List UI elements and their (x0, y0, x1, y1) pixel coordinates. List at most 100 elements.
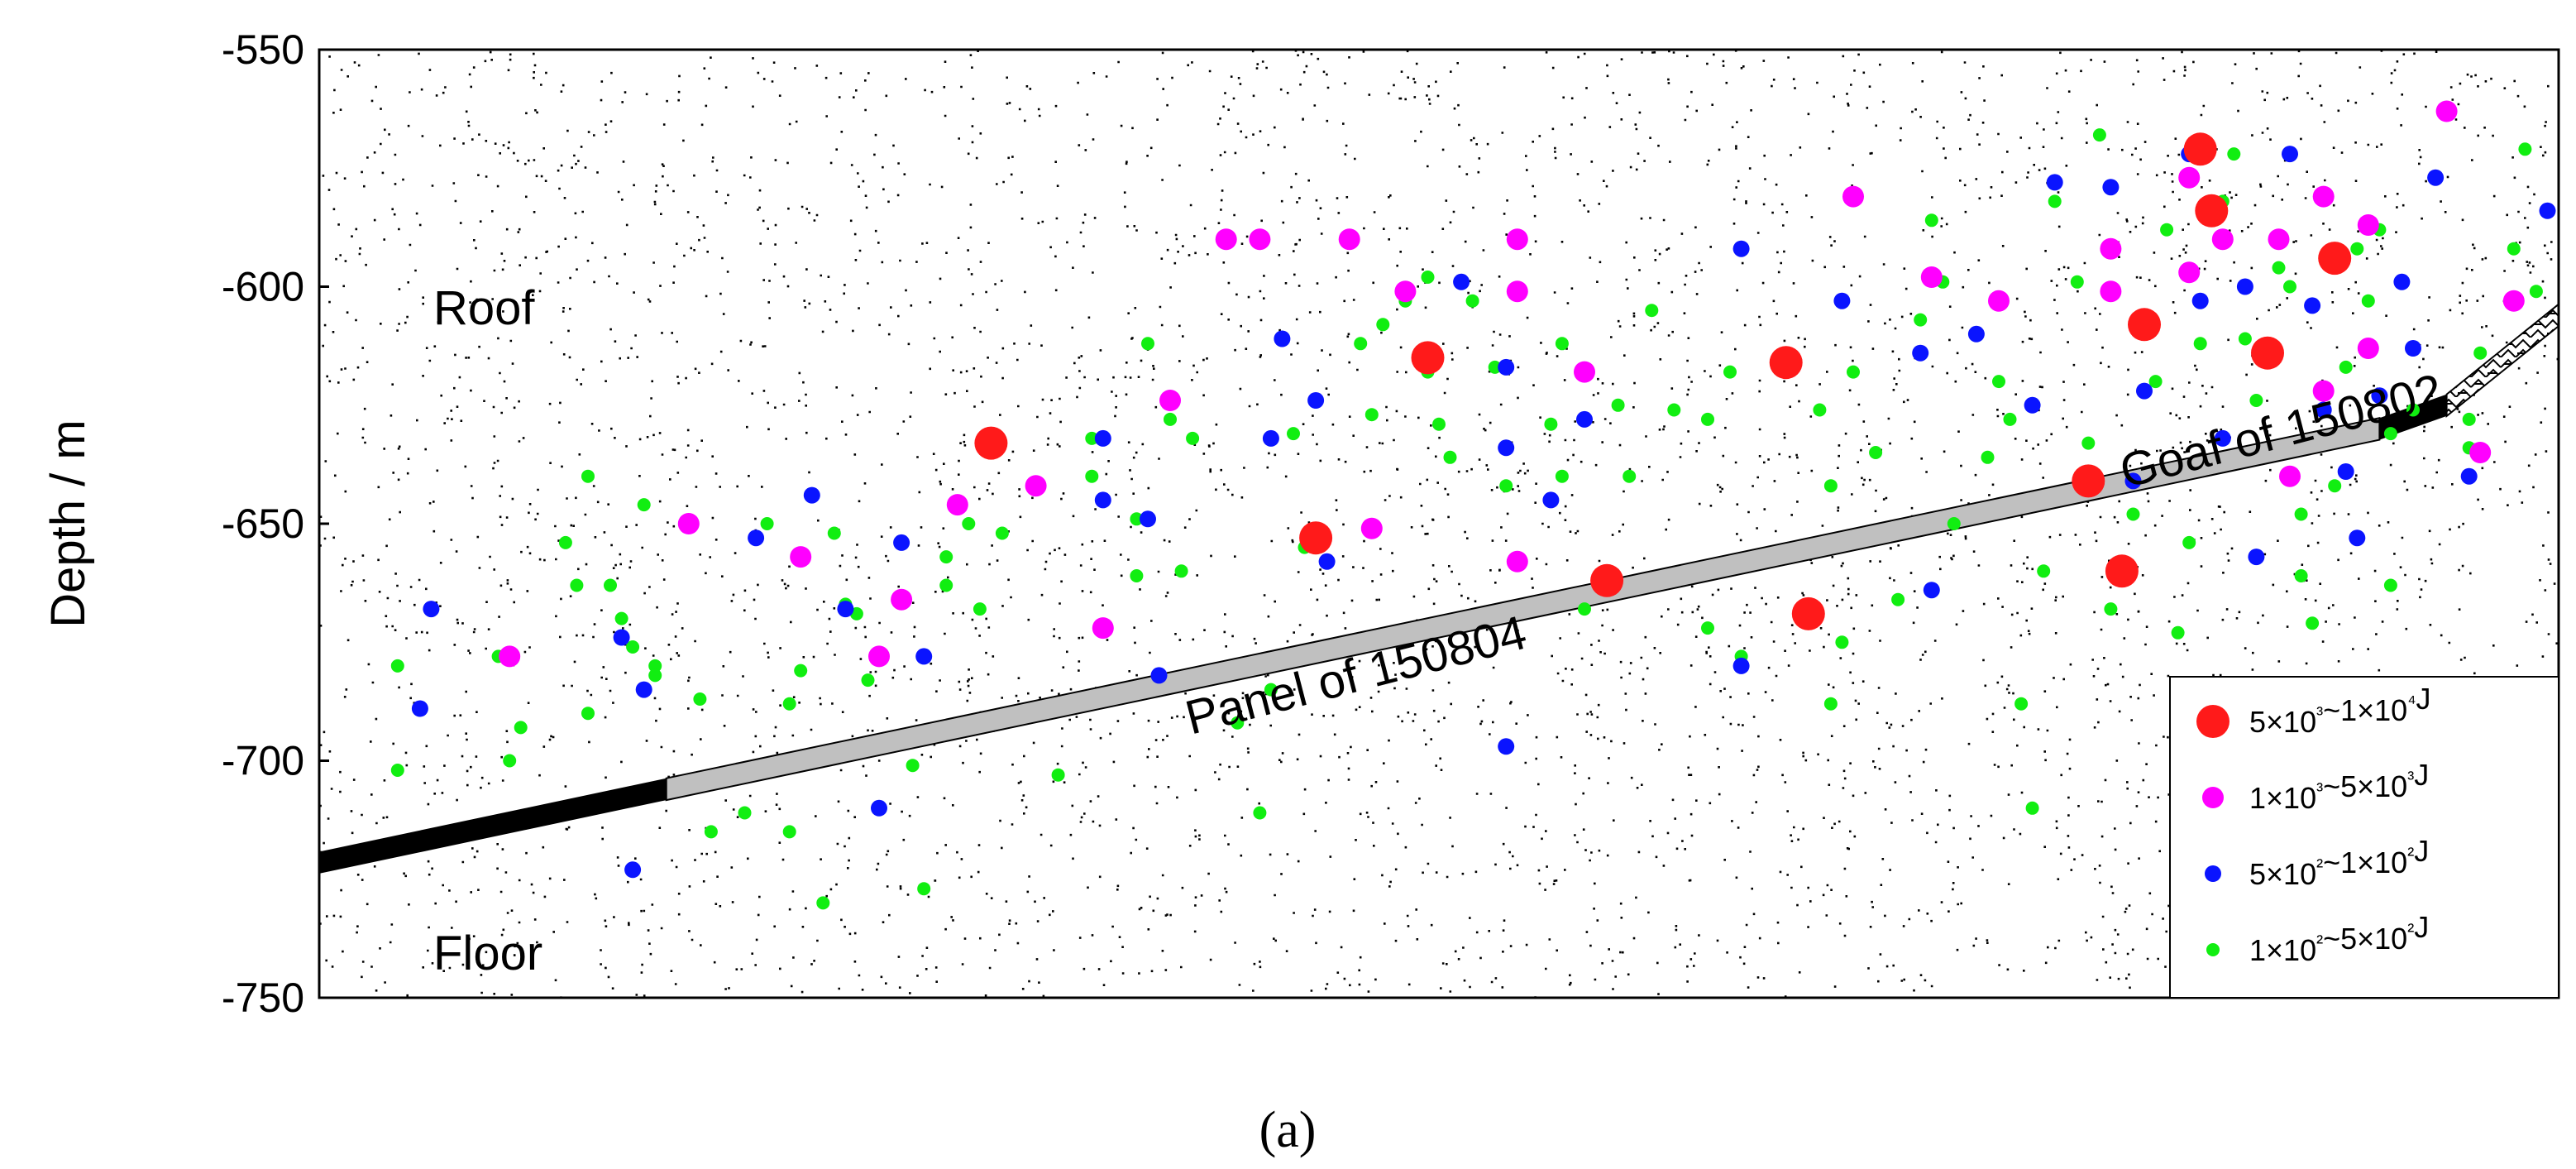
data-point (1912, 344, 1929, 362)
data-point (1576, 410, 1593, 428)
seam-roadway-right (2379, 394, 2447, 440)
legend-marker (2196, 705, 2230, 738)
legend-label: 5×10²~1×10²J (2249, 834, 2429, 891)
data-point (390, 659, 404, 673)
data-point (2003, 412, 2017, 426)
data-point (939, 578, 953, 592)
y-tick-label: -600 (222, 264, 304, 310)
data-point (2337, 463, 2354, 480)
data-point (1732, 240, 1750, 257)
data-point (2283, 280, 2296, 294)
y-tick-label: -700 (222, 738, 304, 784)
data-point (1791, 596, 1825, 630)
legend-label: 1×10²~5×10²J (2249, 910, 2429, 967)
data-point (2328, 479, 2342, 493)
series-0 (974, 132, 2352, 630)
data-point (1590, 563, 1624, 597)
data-point (2251, 336, 2284, 370)
data-point (2227, 147, 2241, 161)
data-point (1215, 228, 1237, 251)
data-point (2318, 242, 2352, 275)
data-point (2211, 228, 2234, 251)
data-point (974, 426, 1008, 460)
data-point (2357, 338, 2379, 359)
data-point (1376, 318, 1390, 332)
floor-label: Floor (433, 927, 542, 980)
data-point (624, 861, 642, 879)
data-point (1574, 361, 1595, 383)
data-point (995, 526, 1009, 540)
data-point (2248, 549, 2265, 566)
data-point (1274, 330, 1291, 347)
data-point (499, 645, 521, 668)
data-point (917, 882, 931, 896)
data-point (626, 640, 640, 654)
data-point (1140, 510, 1156, 528)
legend-label: 1×10³~5×10³J (2249, 758, 2429, 815)
data-point (411, 700, 428, 717)
data-point (2427, 169, 2445, 186)
data-point (2183, 132, 2217, 166)
data-point (1769, 346, 1803, 380)
data-point (2046, 174, 2063, 191)
data-point (2081, 436, 2096, 450)
legend: 5×10³~1×10⁴J 1×10³~5×10³J 5×10²~1×10²J 1×10… (2169, 676, 2559, 999)
data-point (2124, 472, 2142, 490)
data-point (1823, 479, 1838, 493)
y-axis: -550 -600 -650 -700 -750 (222, 26, 329, 1021)
data-point (1833, 292, 1851, 309)
data-point (2383, 427, 2397, 441)
data-point (2393, 273, 2411, 290)
data-point (1186, 431, 1200, 445)
legend-box (2169, 676, 2559, 999)
data-point (794, 664, 808, 678)
data-point (1411, 341, 1445, 375)
data-point (2435, 100, 2458, 122)
data-point (390, 764, 404, 777)
data-point (1253, 806, 1267, 820)
data-point (891, 588, 913, 611)
data-point (2182, 535, 2196, 549)
data-point (1947, 517, 1961, 530)
data-point (2473, 346, 2488, 360)
data-point (637, 498, 651, 512)
data-point (2100, 280, 2122, 303)
data-point (2193, 337, 2207, 351)
data-point (514, 721, 528, 735)
data-point (2136, 382, 2153, 400)
data-point (2238, 332, 2252, 346)
data-point (1094, 491, 1111, 509)
data-point (2383, 578, 2397, 592)
data-point (635, 681, 652, 698)
data-point (782, 697, 796, 711)
data-point (2014, 697, 2029, 711)
series-1 (499, 100, 2525, 668)
series-2 (411, 146, 2556, 879)
coal-seam (319, 303, 2559, 874)
data-point (748, 529, 765, 547)
data-point (2105, 554, 2139, 588)
data-point (2405, 340, 2421, 357)
data-point (2462, 412, 2476, 426)
data-point (1085, 431, 1099, 445)
data-point (2315, 401, 2332, 419)
data-point (1130, 569, 1144, 582)
data-point (1394, 280, 1417, 303)
data-point (2092, 128, 2106, 142)
legend-label: 5×10³~1×10⁴J (2249, 682, 2431, 739)
data-point (1891, 592, 1905, 606)
data-point (2100, 237, 2122, 260)
data-point (1813, 403, 1827, 417)
data-point (2279, 465, 2301, 487)
data-point (503, 754, 517, 768)
data-point (2214, 429, 2231, 447)
data-point (962, 517, 976, 530)
data-point (2070, 275, 2084, 289)
data-point (2350, 242, 2364, 256)
data-point (558, 535, 572, 549)
texture-dots (319, 50, 2559, 998)
data-point (1701, 621, 1714, 635)
data-point (2148, 375, 2163, 389)
y-tick-label: -650 (222, 501, 304, 547)
